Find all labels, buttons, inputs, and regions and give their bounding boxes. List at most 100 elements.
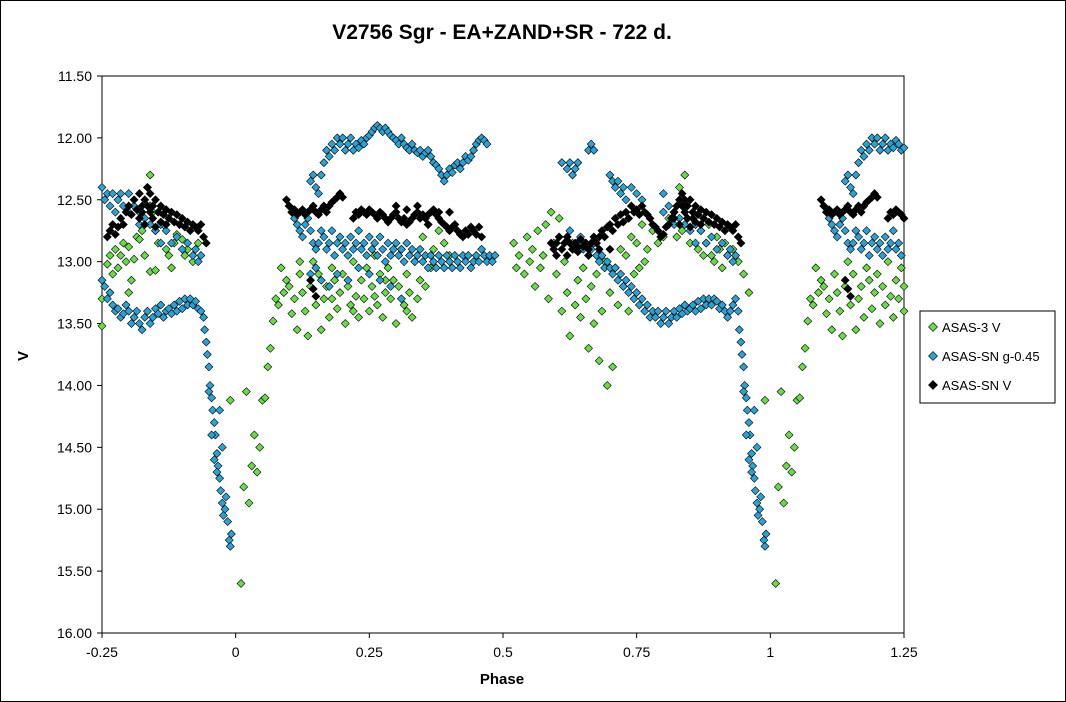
data-point [757,517,767,527]
data-point [739,387,749,397]
data-point [771,579,781,588]
data-point [656,319,666,328]
data-point [241,387,251,397]
data-point [102,294,112,304]
data-point [616,269,626,279]
data-point [781,461,791,471]
data-point [172,232,182,242]
data-point [589,145,599,155]
data-point [284,281,294,291]
data-point [343,251,353,260]
data-point [161,220,171,229]
data-point [744,418,754,428]
data-point [399,300,409,310]
data-point [209,418,219,428]
data-point [396,133,406,143]
data-point [322,207,331,217]
data-point [447,168,457,177]
data-point [685,195,695,205]
data-point [239,482,249,492]
data-point [744,288,754,298]
data-point [126,319,136,328]
data-point [846,244,855,254]
data-point [356,275,366,285]
data-point [362,263,372,273]
data-point [372,300,382,310]
data-point [717,263,727,273]
data-point [217,498,227,508]
data-point [784,430,794,440]
data-point [311,182,321,192]
data-point [725,306,735,316]
data-point [274,300,283,310]
data-point [843,257,853,267]
data-point [803,316,813,326]
data-point [838,331,847,341]
data-point [423,263,433,273]
data-point [886,291,896,301]
data-point [477,244,487,254]
data-point [364,306,374,316]
data-point [113,263,123,273]
data-point [97,182,107,192]
data-point [840,176,850,186]
data-point [226,529,236,539]
data-point [525,257,535,267]
data-point [725,244,735,254]
data-point [330,251,340,260]
data-point [752,498,762,508]
data-point [396,294,406,304]
data-point [680,170,690,180]
data-point [145,170,155,180]
data-point [851,170,861,180]
data-point [557,306,567,316]
data-point [167,207,176,217]
x-tick-label: 1 [766,644,774,660]
data-point [519,269,529,279]
data-point [282,195,291,205]
data-point [795,393,805,403]
data-point [223,517,233,527]
data-point [880,300,890,310]
data-point [380,257,390,267]
y-tick-label: 12.00 [57,130,92,146]
data-point [316,170,326,180]
data-point [570,164,580,174]
data-point [437,257,446,267]
data-point [108,300,118,310]
data-point [191,296,200,306]
data-point [608,226,618,236]
data-point [602,257,612,267]
data-point [576,234,585,244]
data-point [418,232,428,242]
data-point [308,257,318,267]
data-point [244,498,254,508]
data-point [343,281,353,291]
data-point [835,306,845,316]
data-point [709,257,719,267]
data-point [327,139,337,149]
data-point [613,275,623,285]
data-point [819,201,829,211]
data-point [664,201,674,211]
data-point [827,325,837,335]
data-point [388,244,398,254]
data-point [576,312,585,322]
data-point [169,217,179,227]
legend-box [919,310,1056,404]
data-point [429,257,438,267]
data-point [565,158,575,168]
data-point [346,232,356,242]
data-point [415,145,425,155]
data-point [608,362,618,372]
data-point [739,269,749,279]
data-point [102,259,112,269]
data-point [626,182,636,192]
data-point [303,331,313,341]
data-point [707,300,716,310]
data-point [899,213,909,223]
data-point [712,296,722,306]
data-point [216,486,226,496]
data-point [597,226,607,236]
data-point [193,238,203,248]
